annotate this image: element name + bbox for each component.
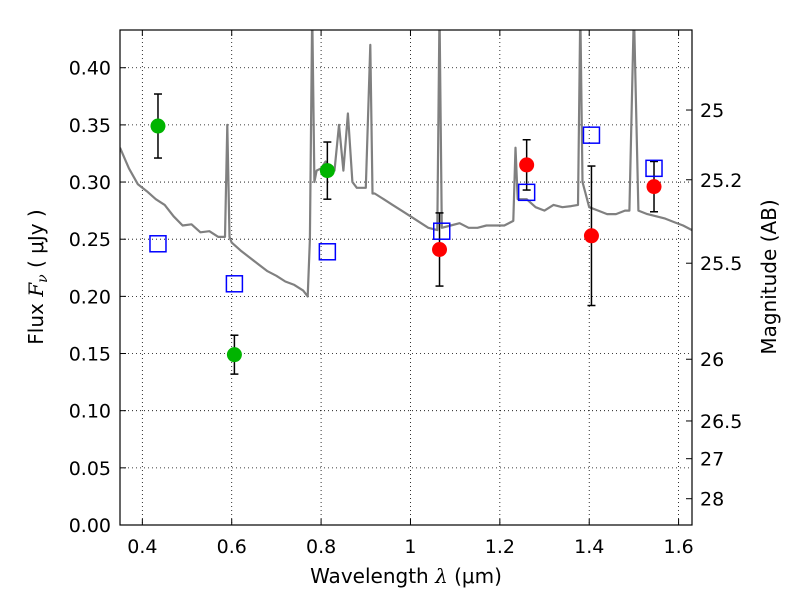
y-axis-label: Flux Fν ( μJy ) (24, 209, 51, 344)
model-point-square (517, 183, 536, 202)
x-tick-label: 0.6 (217, 536, 247, 558)
model-point-square (225, 275, 244, 293)
right-tick-labels: 25 25.2 25.5 26 26.5 27 28 (700, 100, 742, 511)
x-axis-label: Wavelength λ (μm) (310, 564, 502, 588)
model-point-square (645, 159, 663, 178)
right-tick-label: 25.2 (700, 170, 742, 192)
x-tick-label: 1.4 (574, 536, 604, 558)
axis-ticks (120, 30, 692, 526)
right-tick-label: 26.5 (700, 411, 742, 433)
model-point-square (582, 126, 601, 144)
x-tick-label: 0.8 (306, 536, 336, 558)
x-tick-label: 1 (404, 536, 416, 558)
y-tick-label: 0.10 (69, 401, 111, 423)
y-tick-label: 0.25 (69, 229, 111, 251)
y-tick-label: 0.05 (69, 458, 111, 480)
y-tick-label: 0.00 (69, 515, 111, 537)
data-point-circle (150, 118, 166, 134)
right-tick-label: 28 (700, 489, 724, 511)
y-tick-label: 0.20 (69, 286, 111, 308)
right-axis-label: Magnitude (AB) (757, 199, 781, 354)
right-tick-label: 26 (700, 349, 724, 371)
y-tick-label: 0.15 (69, 344, 111, 366)
data-point-circle (583, 228, 599, 244)
x-tick-labels: 0.4 0.6 0.8 1 1.2 1.4 1.6 (127, 536, 693, 558)
photometry-layer (149, 93, 663, 375)
x-tick-label: 0.4 (127, 536, 157, 558)
data-point-circle (519, 157, 535, 173)
y-tick-label: 0.40 (69, 58, 111, 80)
data-point-circle (432, 241, 448, 257)
plot-background (120, 30, 692, 525)
y-tick-labels: 0.00 0.05 0.10 0.15 0.20 0.25 0.30 0.35 0.40 (69, 58, 111, 537)
spectrum-layer (120, 30, 692, 298)
x-tick-label: 1.2 (485, 536, 515, 558)
right-tick-label: 27 (700, 449, 724, 471)
y-tick-label: 0.30 (69, 172, 111, 194)
spectrum-line (120, 30, 692, 298)
model-point-square (318, 243, 337, 261)
plot-frame (119, 29, 693, 526)
y-tick-label: 0.35 (69, 115, 111, 137)
model-point-square (433, 222, 451, 240)
data-point-circle (319, 163, 335, 179)
x-tick-label: 1.6 (663, 536, 693, 558)
right-tick-label: 25.5 (700, 253, 742, 275)
data-point-circle (226, 347, 242, 363)
model-point-square (149, 235, 167, 253)
right-tick-label: 25 (700, 100, 724, 122)
data-point-circle (646, 179, 662, 195)
